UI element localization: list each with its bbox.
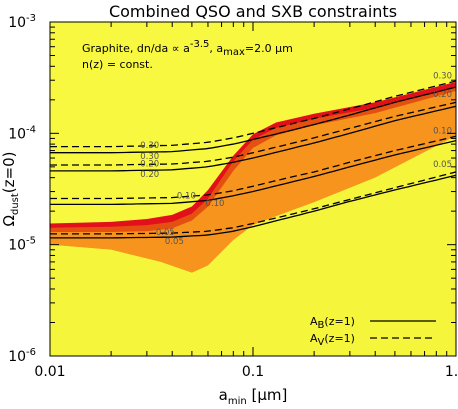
x-tick-label-2: 1.0 — [445, 364, 458, 380]
y-tick-label-3: 10-3 — [8, 13, 36, 31]
curves — [50, 80, 456, 239]
right-label-0: 0.30 — [433, 72, 452, 82]
series-label-7: 0.30 — [140, 141, 159, 151]
series-label-5: 0.20 — [140, 159, 159, 169]
series-label-1: 0.05 — [156, 228, 175, 238]
series-line-7 — [50, 80, 456, 148]
right-label-3: 0.05 — [433, 160, 452, 170]
curve-labels: 0.050.050.100.100.200.200.300.300.300.20… — [140, 72, 452, 247]
series-label-3: 0.10 — [177, 192, 196, 202]
series-line-0 — [50, 174, 456, 239]
y-tick-label-2: 10-4 — [8, 124, 36, 142]
x-tick-label-0: 0.01 — [34, 364, 65, 380]
series-line-4 — [50, 105, 456, 172]
series-line-1 — [50, 171, 456, 235]
series-label-4: 0.20 — [140, 170, 159, 180]
x-tick-label-1: 0.1 — [242, 364, 264, 380]
region-base — [50, 135, 456, 356]
y-axis-label: Ωdust(z=0) — [0, 152, 21, 227]
y-tick-label-1: 10-5 — [8, 236, 36, 254]
x-axis-label: amin [μm] — [219, 386, 288, 407]
chart-title: Combined QSO and SXB constraints — [109, 2, 397, 21]
plot-frame — [49, 21, 457, 357]
series-label-0: 0.05 — [165, 237, 184, 247]
annotation-line1-sub: max — [223, 47, 245, 58]
annotation: Graphite, dn/da ∝ a-3.5, amax=2.0 μm n(z… — [82, 39, 293, 71]
legend-entry-0-label: AB(z=1) — [310, 315, 355, 331]
series-line-2 — [50, 139, 456, 206]
y-tick-label-0: 10-6 — [8, 347, 36, 365]
series-line-5 — [50, 101, 456, 166]
series-line-3 — [50, 135, 456, 200]
annotation-line1-exp: -3.5 — [190, 39, 210, 50]
series-line-6 — [50, 86, 456, 154]
annotation-line1-mid: , a — [209, 42, 223, 55]
annotation-line1-post: =2.0 μm — [245, 42, 293, 55]
series-label-2: 0.10 — [206, 199, 225, 209]
right-label-1: 0.20 — [433, 90, 452, 100]
annotation-line1-pre: Graphite, dn/da ∝ a — [82, 42, 190, 55]
annotation-line2: n(z) = const. — [82, 58, 153, 71]
svg-text:Graphite, dn/da ∝ a-3.5, amax=: Graphite, dn/da ∝ a-3.5, amax=2.0 μm — [82, 39, 293, 58]
constraint-regions — [50, 81, 456, 356]
legend-entry-1-label: AV(z=1) — [310, 332, 355, 348]
right-label-2: 0.10 — [433, 126, 452, 136]
series-label-6: 0.30 — [140, 152, 159, 162]
legend: AB(z=1) AV(z=1) — [310, 315, 436, 348]
